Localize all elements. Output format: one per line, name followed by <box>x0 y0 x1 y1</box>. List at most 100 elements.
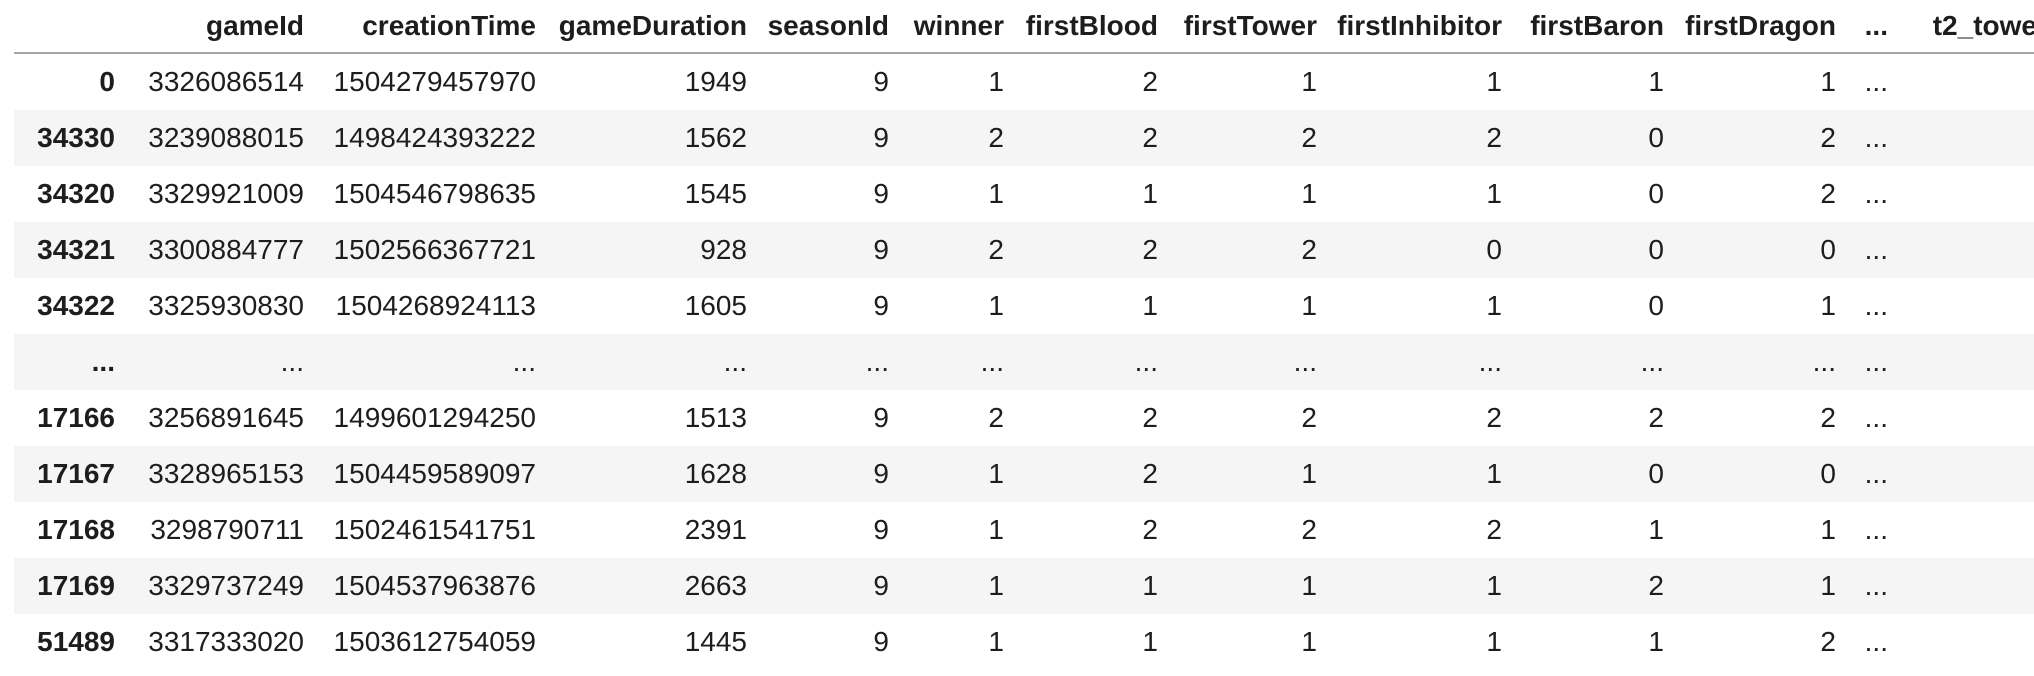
data-cell: 9 <box>873 66 889 97</box>
data-cell: 2 <box>1820 626 1836 657</box>
row-index: 51489 <box>37 626 115 657</box>
data-cell: 9 <box>873 122 889 153</box>
data-cell <box>1898 502 2034 558</box>
row-index: 17166 <box>37 402 115 433</box>
data-cell <box>1898 558 2034 614</box>
data-cell: 1499601294250 <box>333 402 536 433</box>
data-cell: 9 <box>873 178 889 209</box>
data-cell: 1445 <box>684 626 747 657</box>
data-cell: ... <box>1134 346 1158 377</box>
data-cell: 0 <box>1648 290 1664 321</box>
data-cell: 1 <box>1301 458 1317 489</box>
column-header-winner: winner <box>899 0 1014 54</box>
data-cell: 3239088015 <box>148 122 304 153</box>
data-cell: 3325930830 <box>148 290 304 321</box>
data-cell <box>1898 278 2034 334</box>
data-cell: 1 <box>988 514 1004 545</box>
data-cell: 1 <box>1486 570 1502 601</box>
column-header-gameDuration: gameDuration <box>546 0 757 54</box>
data-cell: 3298790711 <box>150 514 304 545</box>
row-index: 34322 <box>37 290 115 321</box>
data-cell: 2 <box>1820 178 1836 209</box>
data-cell: 1 <box>988 290 1004 321</box>
data-cell: 2 <box>1142 66 1158 97</box>
data-cell: 2 <box>1301 402 1317 433</box>
data-cell: 0 <box>1820 458 1836 489</box>
data-cell: ... <box>1864 458 1888 489</box>
data-cell: 3326086514 <box>148 66 304 97</box>
data-cell: 1628 <box>684 458 747 489</box>
row-index: 17169 <box>37 570 115 601</box>
data-cell: 2 <box>988 402 1004 433</box>
ellipsis-column-header: ... <box>1846 0 1898 54</box>
data-cell: ... <box>1864 570 1888 601</box>
data-cell: 1 <box>1486 458 1502 489</box>
table-row: 34320 3329921009 1504546798635 1545 9 1 1 1 1 0 2.… <box>14 166 2034 222</box>
data-cell: 1 <box>1648 514 1664 545</box>
data-cell: ... <box>512 346 536 377</box>
data-cell: 1 <box>1142 290 1158 321</box>
data-cell: 2 <box>1301 122 1317 153</box>
data-cell: 9 <box>873 234 889 265</box>
header-row: gameId creationTime gameDuration seasonId wi… <box>14 0 2034 54</box>
data-cell: 9 <box>873 514 889 545</box>
data-cell: 1 <box>1301 570 1317 601</box>
data-cell: 1 <box>1301 626 1317 657</box>
column-header-firstTower: firstTower <box>1168 0 1327 54</box>
data-cell: 2 <box>1142 234 1158 265</box>
data-cell: 0 <box>1648 458 1664 489</box>
data-cell: ... <box>1640 346 1664 377</box>
data-cell: 2 <box>1142 122 1158 153</box>
data-cell: 1949 <box>684 66 747 97</box>
row-index: 17167 <box>37 458 115 489</box>
data-cell: 1504546798635 <box>333 178 536 209</box>
dataframe-table: gameId creationTime gameDuration seasonId wi… <box>14 0 2034 670</box>
data-cell: 1 <box>1820 66 1836 97</box>
data-cell: 0 <box>1820 234 1836 265</box>
data-cell: 9 <box>873 626 889 657</box>
data-cell: 1 <box>988 626 1004 657</box>
column-header-seasonId: seasonId <box>757 0 899 54</box>
data-cell: 1 <box>1142 626 1158 657</box>
data-cell: ... <box>1864 290 1888 321</box>
table-row: 17169 3329737249 1504537963876 2663 9 1 1 1 1 2 1.… <box>14 558 2034 614</box>
data-cell: 0 <box>1486 234 1502 265</box>
data-cell: 1 <box>1820 290 1836 321</box>
column-header-gameId: gameId <box>125 0 314 54</box>
table-row: 17166 3256891645 1499601294250 1513 9 2 2 2 2 2 2.… <box>14 390 2034 446</box>
data-cell: 1 <box>1142 570 1158 601</box>
data-cell: 1562 <box>684 122 747 153</box>
data-cell: 2391 <box>684 514 747 545</box>
data-cell: 1 <box>1648 66 1664 97</box>
data-cell: 1504459589097 <box>333 458 536 489</box>
data-cell: 9 <box>873 290 889 321</box>
column-header-firstInhibitor: firstInhibitor <box>1327 0 1512 54</box>
data-cell: ... <box>1864 234 1888 265</box>
data-cell: 3256891645 <box>148 402 304 433</box>
data-cell: 1503612754059 <box>333 626 536 657</box>
data-cell: ... <box>1293 346 1317 377</box>
data-cell: 1502566367721 <box>333 234 536 265</box>
data-cell: 1 <box>1486 290 1502 321</box>
data-cell: 1 <box>1648 626 1664 657</box>
column-header-t2_towerKills: t2_towerKills <box>1898 0 2034 54</box>
data-cell: ... <box>1812 346 1836 377</box>
data-cell: 1502461541751 <box>333 514 536 545</box>
data-cell: 0 <box>1648 234 1664 265</box>
data-cell: 1 <box>1301 178 1317 209</box>
data-cell <box>1898 110 2034 166</box>
row-index: 34320 <box>37 178 115 209</box>
data-cell: 1 <box>1820 514 1836 545</box>
data-cell: 1 <box>1486 66 1502 97</box>
data-cell: 1504537963876 <box>333 570 536 601</box>
table-row: .................................... <box>14 334 2034 390</box>
data-cell: ... <box>280 346 304 377</box>
data-cell: 1 <box>988 178 1004 209</box>
table-row: 34321 3300884777 1502566367721 928 9 2 2 2 0 0 0..… <box>14 222 2034 278</box>
data-cell: 3317333020 <box>148 626 304 657</box>
row-index: 34330 <box>37 122 115 153</box>
row-index: 34321 <box>37 234 115 265</box>
table-row: 34322 3325930830 1504268924113 1605 9 1 1 1 1 0 1.… <box>14 278 2034 334</box>
data-cell: ... <box>1864 346 1888 377</box>
data-cell: 2 <box>1486 514 1502 545</box>
